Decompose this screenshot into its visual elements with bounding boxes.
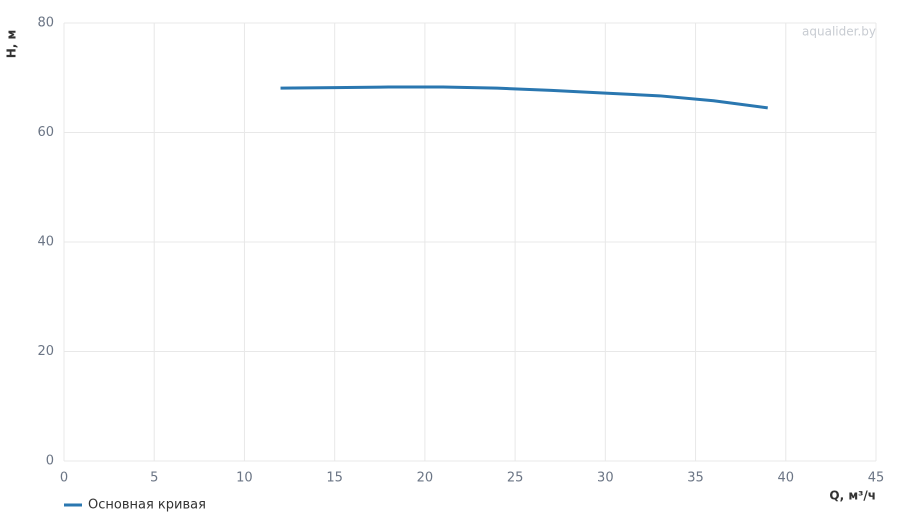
- x-tick-label: 40: [778, 471, 795, 486]
- watermark: aqualider.by: [802, 25, 876, 39]
- x-tick-label: 20: [417, 471, 434, 486]
- x-tick-label: 15: [326, 471, 343, 486]
- x-tick-label: 10: [236, 471, 253, 486]
- y-axis-label: H, м: [5, 30, 19, 59]
- legend-label: Основная кривая: [88, 498, 206, 513]
- x-tick-label: 0: [60, 471, 68, 486]
- x-tick-label: 45: [868, 471, 885, 486]
- x-tick-label: 35: [687, 471, 704, 486]
- x-tick-label: 25: [507, 471, 524, 486]
- y-tick-label: 40: [37, 235, 54, 250]
- x-tick-label: 5: [150, 471, 158, 486]
- y-tick-label: 80: [37, 16, 54, 31]
- y-tick-label: 60: [37, 125, 54, 140]
- x-axis-label: Q, м³/ч: [829, 489, 876, 503]
- y-tick-label: 20: [37, 344, 54, 359]
- curve: [280, 85, 768, 110]
- y-tick-label: 0: [46, 454, 54, 469]
- x-tick-label: 30: [597, 471, 614, 486]
